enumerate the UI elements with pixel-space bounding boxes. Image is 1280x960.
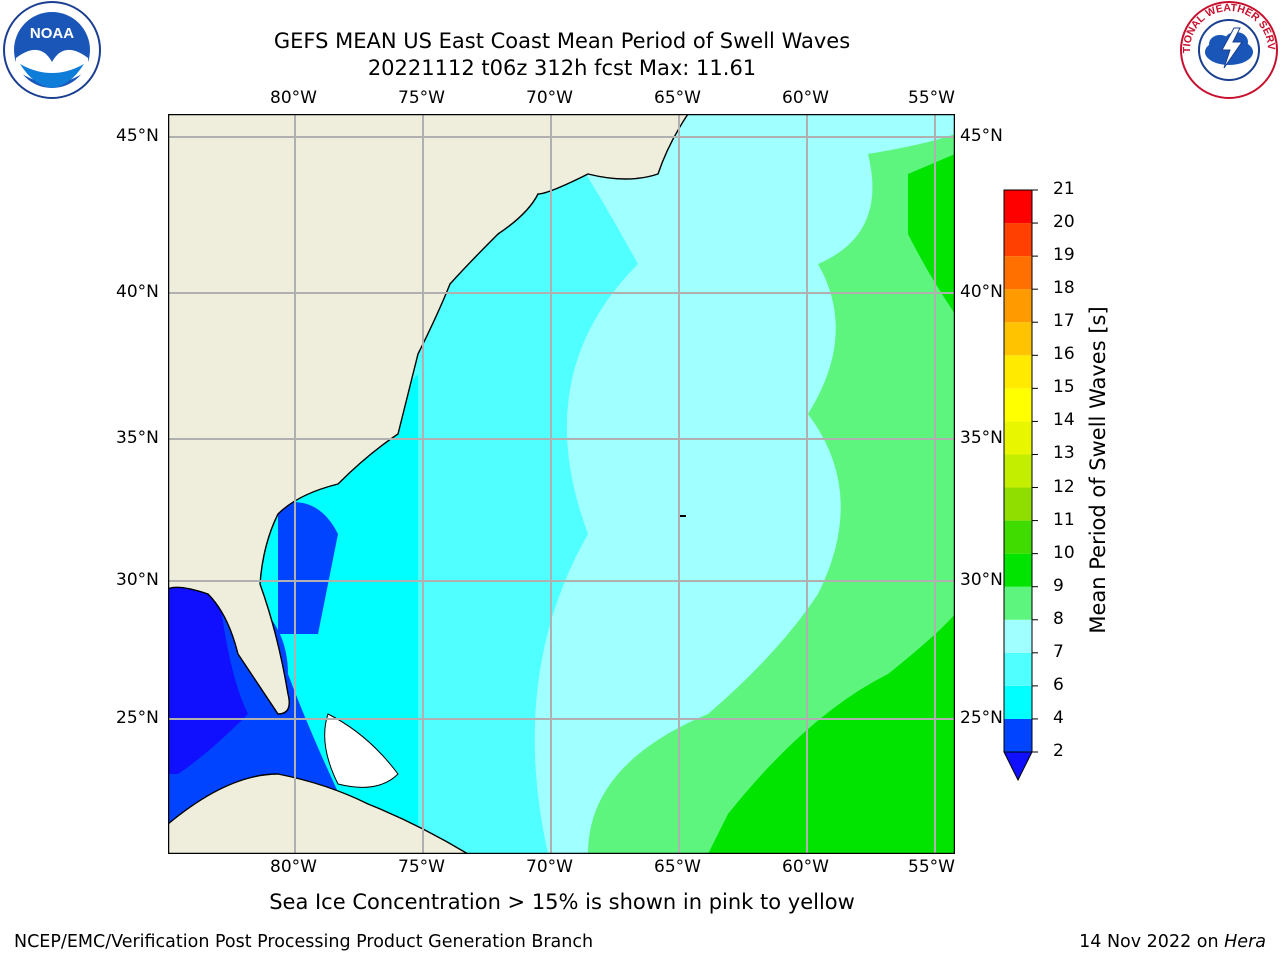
graticule	[168, 114, 955, 854]
footer-credit: NCEP/EMC/Verification Post Processing Pr…	[14, 932, 594, 952]
colorbar-segment	[1004, 289, 1032, 323]
coastline-east	[168, 114, 689, 715]
colorbar-tick-label: 21	[1053, 179, 1075, 199]
lon-label-top: 70°W	[526, 88, 573, 108]
colorbar-tick-label: 4	[1053, 707, 1064, 728]
colorbar-segment	[1004, 454, 1032, 488]
colorbar-segment	[1004, 685, 1032, 719]
lat-label-right: 30°N	[960, 570, 1003, 590]
lon-label-bottom: 80°W	[270, 857, 317, 877]
colorbar-tick-label: 8	[1053, 608, 1064, 629]
ocean-field-blue-shelf	[278, 502, 338, 634]
lon-label-bottom: 55°W	[908, 857, 955, 877]
colorbar-tick-label: 18	[1053, 278, 1075, 299]
lat-label-left: 30°N	[116, 570, 159, 590]
lon-label-top: 80°W	[270, 88, 317, 108]
bahamas-mask	[324, 713, 399, 788]
colorbar-tick-label: 16	[1053, 344, 1075, 365]
colorbar-under-arrow	[1003, 751, 1033, 782]
ocean-field-green-ne	[908, 154, 955, 314]
footer-date-text: 14 Nov 2022 on	[1079, 932, 1225, 952]
colorbar-tick-label: 20	[1053, 212, 1075, 233]
lat-label-left: 35°N	[116, 428, 159, 448]
colorbar-tick-label: 12	[1053, 476, 1075, 497]
coastline-cuba	[168, 773, 469, 854]
colorbar-segment	[1004, 586, 1032, 620]
colorbar-tick-label: 9	[1053, 575, 1064, 596]
map-panel	[168, 114, 955, 854]
colorbar-tick-label: 10	[1053, 542, 1075, 563]
colorbar-segment	[1004, 190, 1032, 224]
colorbar-tick-label: 7	[1053, 641, 1064, 662]
lon-label-bottom: 75°W	[398, 857, 445, 877]
ocean-field-green-east	[588, 134, 955, 854]
colorbar-tick-label: 19	[1053, 245, 1075, 266]
noaa-logo-text: NOAA	[30, 25, 74, 42]
lon-label-bottom: 65°W	[654, 857, 701, 877]
colorbar-segment	[1004, 718, 1032, 752]
lat-label-right: 40°N	[960, 282, 1003, 302]
nws-logo: NATIONAL WEATHER SERVICE	[1178, 0, 1278, 99]
lat-label-right: 35°N	[960, 428, 1003, 448]
lon-label-top: 60°W	[782, 88, 829, 108]
colorbar-frame	[1003, 189, 1033, 753]
colorbar-segment	[1004, 256, 1032, 290]
colorbar-tick-label: 15	[1053, 377, 1075, 398]
footer-host: Hera	[1224, 932, 1266, 952]
land-north-america	[168, 114, 688, 714]
lat-label-right: 45°N	[960, 126, 1003, 146]
lon-label-top: 75°W	[398, 88, 445, 108]
lon-label-bottom: 70°W	[526, 857, 573, 877]
colorbar-tick-label: 11	[1053, 509, 1075, 530]
colorbar-segment	[1004, 322, 1032, 356]
colorbar	[1003, 189, 1038, 782]
lat-label-left: 45°N	[116, 126, 159, 146]
colorbar-segment	[1004, 487, 1032, 521]
noaa-logo: NOAA	[3, 1, 101, 99]
colorbar-segment	[1004, 355, 1032, 389]
colorbar-tick-label: 13	[1053, 443, 1075, 464]
lat-label-left: 25°N	[116, 708, 159, 728]
colorbar-tick-label: 17	[1053, 311, 1075, 332]
colorbar-segment	[1004, 619, 1032, 653]
colorbar-segment	[1004, 520, 1032, 554]
colorbar-tick-label: 14	[1053, 410, 1075, 431]
colorbar-tick-label: 2	[1053, 741, 1064, 761]
lat-label-right: 25°N	[960, 708, 1003, 728]
colorbar-segment	[1004, 223, 1032, 257]
colorbar-segment	[1004, 421, 1032, 455]
map-frame	[168, 114, 955, 854]
lon-label-top: 55°W	[908, 88, 955, 108]
lat-label-left: 40°N	[116, 282, 159, 302]
ocean-field-deepblue-gulf	[168, 584, 248, 774]
colorbar-segment	[1004, 388, 1032, 422]
footer-date: 14 Nov 2022 on Hera	[1079, 932, 1266, 952]
land-cuba	[168, 774, 468, 854]
sea-ice-note: Sea Ice Concentration > 15% is shown in …	[269, 890, 855, 914]
chart-title: GEFS MEAN US East Coast Mean Period of S…	[273, 29, 851, 53]
colorbar-segment	[1004, 652, 1032, 686]
ocean-field-green-se	[708, 614, 955, 854]
chart-subtitle-run: 20221112 t06z 312h fcst Max: 11.61	[367, 56, 757, 80]
colorbar-title: Mean Period of Swell Waves [s]	[1086, 306, 1110, 634]
lon-label-bottom: 60°W	[782, 857, 829, 877]
colorbar-tick-label: 6	[1053, 674, 1064, 695]
colorbar-segment	[1004, 553, 1032, 587]
lon-label-top: 65°W	[654, 88, 701, 108]
